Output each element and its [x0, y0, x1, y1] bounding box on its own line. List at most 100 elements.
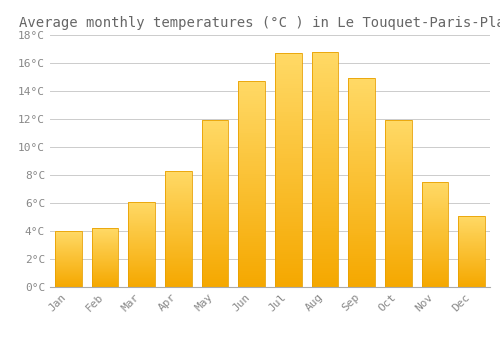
Bar [422, 270, 448, 271]
Bar [458, 267, 485, 268]
Bar [238, 264, 265, 266]
Bar [55, 249, 82, 250]
Bar [385, 285, 411, 287]
Bar [202, 142, 228, 144]
Bar [202, 200, 228, 202]
Bar [312, 141, 338, 144]
Bar [202, 157, 228, 159]
Bar [312, 264, 338, 266]
Bar [385, 257, 411, 259]
Bar [165, 172, 192, 173]
Bar [458, 269, 485, 270]
Bar [385, 140, 411, 142]
Bar [348, 256, 375, 258]
Bar [385, 217, 411, 219]
Bar [165, 175, 192, 177]
Bar [238, 256, 265, 258]
Bar [128, 210, 155, 211]
Bar [202, 140, 228, 142]
Bar [238, 238, 265, 240]
Bar [422, 275, 448, 276]
Bar [165, 207, 192, 208]
Bar [202, 239, 228, 240]
Bar [165, 208, 192, 209]
Bar [348, 95, 375, 97]
Bar [275, 236, 301, 238]
Bar [165, 188, 192, 189]
Bar [348, 83, 375, 85]
Bar [422, 187, 448, 188]
Bar [275, 140, 301, 142]
Bar [238, 172, 265, 174]
Bar [92, 256, 118, 257]
Bar [348, 158, 375, 160]
Bar [92, 249, 118, 250]
Bar [55, 252, 82, 253]
Bar [422, 232, 448, 233]
Bar [385, 202, 411, 204]
Bar [128, 245, 155, 246]
Bar [165, 270, 192, 271]
Bar [385, 265, 411, 267]
Bar [238, 184, 265, 186]
Bar [275, 109, 301, 112]
Bar [165, 223, 192, 224]
Bar [275, 119, 301, 121]
Bar [275, 145, 301, 147]
Bar [238, 271, 265, 273]
Bar [92, 236, 118, 237]
Bar [275, 271, 301, 273]
Bar [202, 120, 228, 287]
Bar [275, 250, 301, 252]
Bar [312, 282, 338, 285]
Bar [458, 272, 485, 273]
Bar [202, 262, 228, 264]
Bar [128, 231, 155, 232]
Bar [238, 180, 265, 182]
Bar [385, 155, 411, 157]
Bar [312, 94, 338, 97]
Bar [128, 272, 155, 273]
Bar [165, 259, 192, 260]
Bar [275, 88, 301, 91]
Bar [385, 210, 411, 212]
Bar [238, 217, 265, 219]
Bar [92, 286, 118, 287]
Bar [458, 259, 485, 260]
Bar [165, 279, 192, 280]
Bar [165, 250, 192, 251]
Bar [348, 197, 375, 199]
Bar [312, 118, 338, 120]
Bar [128, 206, 155, 207]
Bar [312, 249, 338, 252]
Bar [92, 276, 118, 277]
Bar [385, 262, 411, 264]
Bar [275, 58, 301, 60]
Bar [422, 199, 448, 200]
Bar [275, 212, 301, 215]
Bar [312, 52, 338, 287]
Bar [55, 269, 82, 270]
Bar [238, 268, 265, 271]
Bar [422, 240, 448, 241]
Bar [312, 169, 338, 172]
Bar [128, 280, 155, 281]
Bar [55, 232, 82, 233]
Bar [385, 247, 411, 249]
Bar [312, 181, 338, 183]
Bar [55, 258, 82, 259]
Bar [275, 184, 301, 187]
Bar [275, 60, 301, 63]
Bar [312, 111, 338, 113]
Bar [92, 235, 118, 236]
Bar [348, 133, 375, 135]
Bar [348, 216, 375, 218]
Bar [165, 216, 192, 217]
Bar [458, 284, 485, 285]
Bar [422, 224, 448, 225]
Bar [312, 104, 338, 106]
Bar [202, 129, 228, 131]
Bar [458, 275, 485, 276]
Bar [385, 250, 411, 252]
Bar [312, 132, 338, 134]
